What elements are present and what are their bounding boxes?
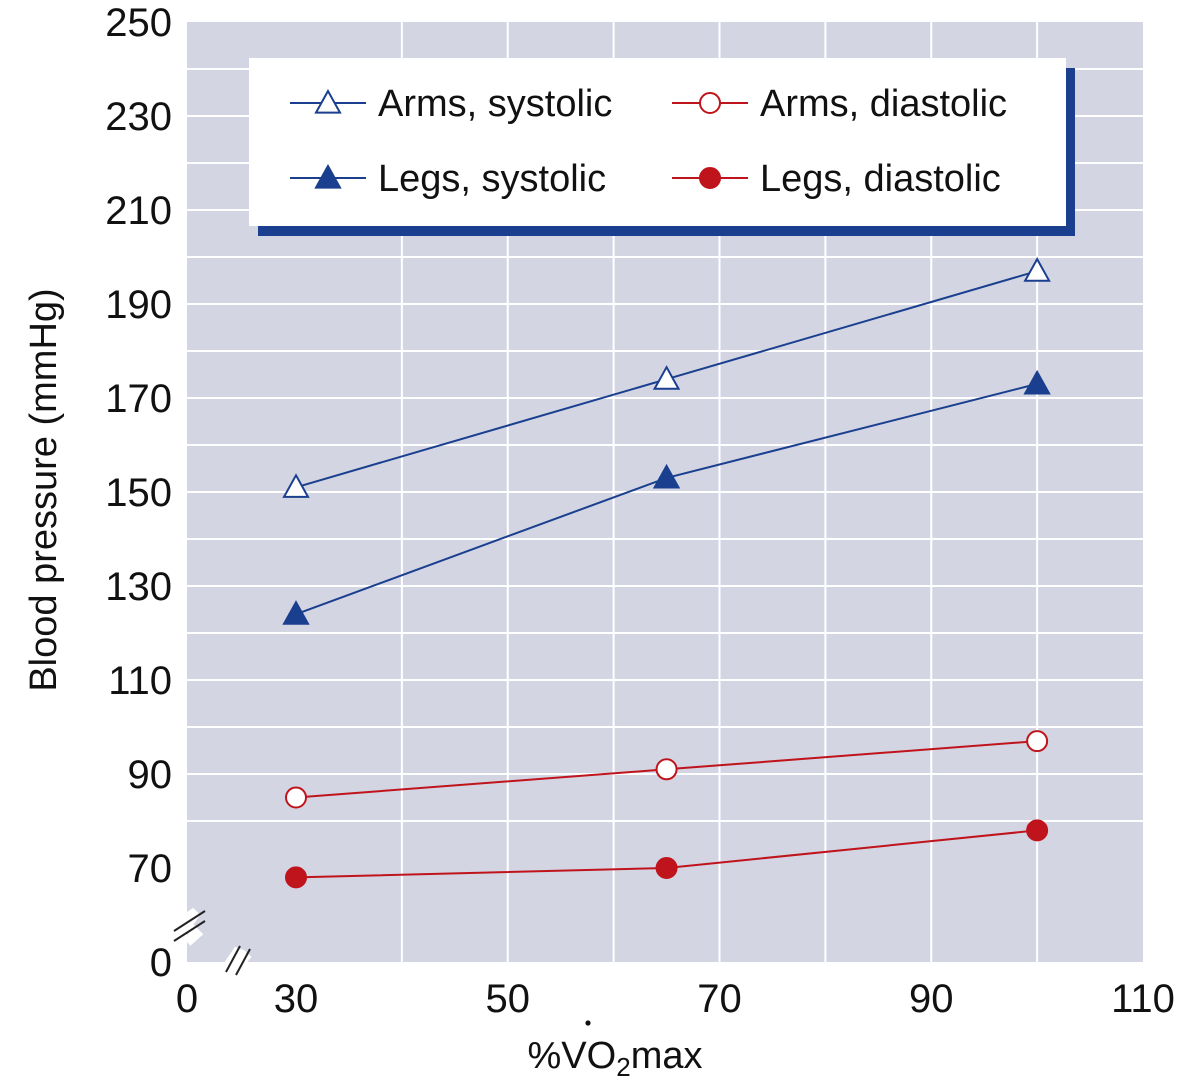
- x-axis-label-prefix: %: [528, 1035, 562, 1077]
- data-point: [655, 758, 678, 781]
- data-point: [285, 866, 307, 889]
- legend-marker: [699, 92, 721, 114]
- y-tick-label: 70: [128, 847, 173, 891]
- x-tick-label: 110: [1111, 977, 1175, 1021]
- series-group: [282, 257, 1051, 889]
- y-tick-label: 170: [105, 377, 172, 421]
- y-tick-label: 130: [105, 565, 172, 609]
- x-tick-label: 90: [909, 977, 954, 1021]
- data-point: [652, 365, 681, 390]
- y-tick-label: 90: [128, 753, 173, 797]
- x-tick-label: 0: [176, 977, 198, 1021]
- y-tick-labels: 0 70 90 110 130 150 170 190 210 230 250: [105, 1, 172, 985]
- y-tick-label: 150: [105, 471, 172, 515]
- x-tick-labels: 0 30 50 70 90 110: [176, 977, 1175, 1021]
- x-axis-label-o: O: [587, 1035, 617, 1077]
- legend-box: [249, 58, 1066, 226]
- y-axis-label: Blood pressure (mmHg): [23, 288, 65, 691]
- legend-marker: [314, 163, 342, 189]
- x-axis-label-v: V: [561, 1035, 587, 1077]
- data-point: [1023, 369, 1051, 395]
- y-tick-label: 110: [108, 659, 172, 703]
- data-point: [652, 463, 681, 489]
- y-tick-label: 0: [150, 941, 172, 985]
- x-tick-label: 50: [486, 977, 531, 1021]
- y-tick-label: 250: [105, 1, 172, 45]
- data-point: [285, 786, 307, 809]
- series-arms-systolic: [282, 257, 1051, 498]
- data-point: [1023, 257, 1051, 282]
- legend-label: Legs, systolic: [378, 158, 606, 200]
- series-legs-diastolic: [285, 819, 1049, 889]
- legend-label: Arms, systolic: [378, 83, 612, 125]
- legend-entry: Arms, diastolic: [672, 83, 1007, 125]
- legend-entry: Arms, systolic: [290, 83, 612, 125]
- y-axis-break-mask: [174, 907, 204, 946]
- data-point: [1026, 819, 1049, 842]
- x-tick-label: 30: [274, 977, 319, 1021]
- axis-break: [173, 907, 252, 979]
- y-tick-label: 190: [105, 283, 172, 327]
- x-axis-label: %VO2max: [528, 1035, 703, 1079]
- x-axis-label-subscript: 2: [616, 1052, 630, 1079]
- y-axis-break-mark: [173, 910, 206, 942]
- x-axis-label-suffix: max: [631, 1035, 703, 1077]
- legend-label: Arms, diastolic: [760, 83, 1007, 125]
- data-point: [282, 473, 310, 498]
- data-point: [1026, 730, 1049, 753]
- series-arms-diastolic: [285, 730, 1049, 809]
- legend: Arms, systolic Arms, diastolic Legs, systo…: [249, 58, 1075, 236]
- legend-marker: [699, 167, 721, 189]
- x-axis-break-mark: [225, 945, 251, 976]
- y-tick-label: 210: [105, 189, 172, 233]
- vdot-mark: [585, 1020, 591, 1026]
- legend-label: Legs, diastolic: [760, 158, 1001, 200]
- x-tick-label: 70: [697, 977, 742, 1021]
- data-point: [655, 857, 678, 879]
- series-legs-systolic: [282, 369, 1051, 625]
- y-tick-label: 230: [105, 95, 172, 139]
- legend-entry: Legs, diastolic: [672, 158, 1001, 200]
- data-point: [282, 600, 310, 625]
- legend-marker: [314, 88, 342, 114]
- legend-entry: Legs, systolic: [290, 158, 606, 200]
